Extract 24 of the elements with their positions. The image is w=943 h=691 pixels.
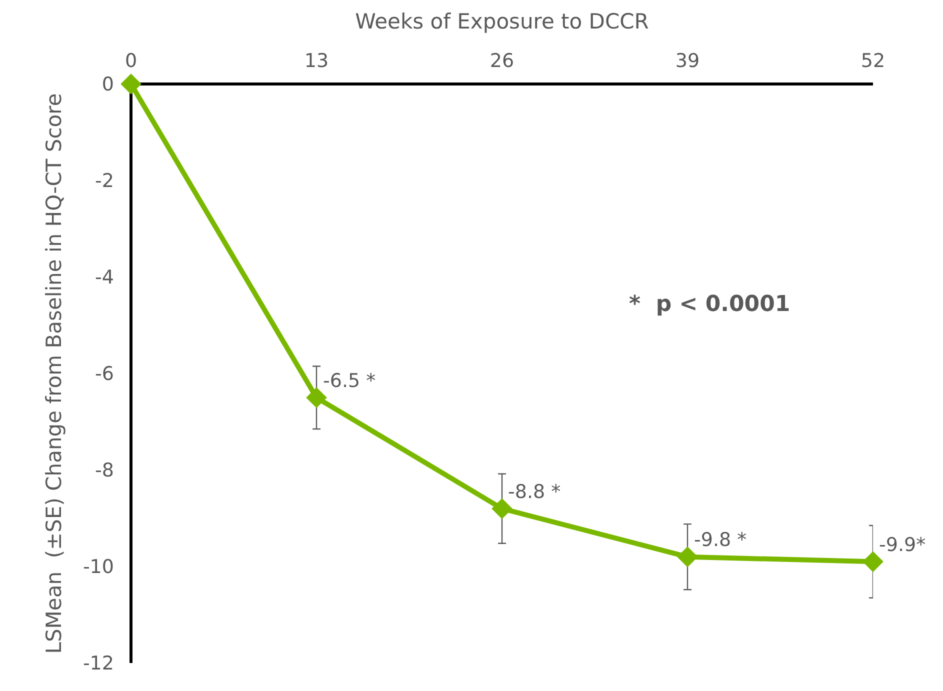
point: [677, 546, 698, 568]
data-label: -9.9*: [879, 534, 926, 556]
data-label: -8.8 *: [508, 481, 561, 503]
y-tick-label: 0: [102, 74, 114, 96]
y-tick-label: -8: [95, 460, 114, 482]
x-axis-title: Weeks of Exposure to DCCR: [355, 9, 649, 34]
annotation: * p < 0.0001: [629, 292, 790, 317]
y-tick-label: -10: [82, 556, 114, 578]
y-tick-label: -12: [82, 652, 114, 675]
x-tick-label: 26: [490, 50, 514, 72]
x-tick-label: 0: [124, 50, 138, 72]
point: [492, 498, 512, 519]
x-tick-label: 13: [304, 50, 329, 72]
data-label: -6.5 *: [323, 370, 376, 392]
point: [862, 551, 884, 572]
x-tick-label: 39: [675, 50, 700, 72]
point: [306, 387, 327, 408]
point: [120, 74, 142, 94]
y-tick-label: -4: [95, 266, 114, 289]
y-axis-title: LSMean (±SE) Change from Baseline in HQ-CT Score: [42, 93, 66, 654]
x-tick-label: 52: [860, 50, 886, 72]
y-tick-label: -6: [95, 363, 114, 386]
data-label: -9.8 *: [694, 529, 747, 551]
y-tick-label: -2: [95, 170, 114, 192]
